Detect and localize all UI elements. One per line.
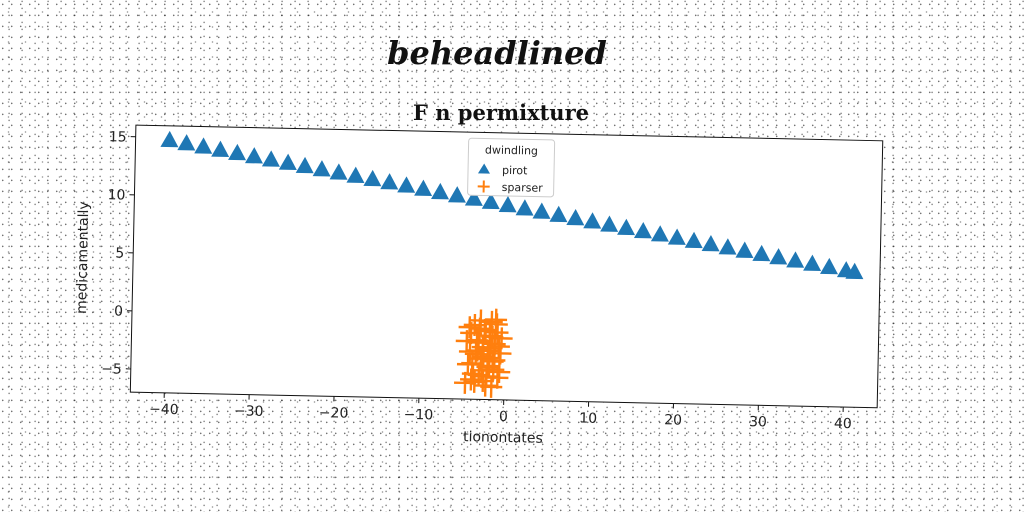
x-axis-label: tionontates <box>463 429 543 447</box>
legend-entry-pirot: pirot <box>477 163 528 178</box>
x-tick-label: −30 <box>234 403 264 420</box>
chart-suptitle: beheadlined <box>387 34 607 72</box>
x-tick-label: 30 <box>749 414 767 430</box>
data-point-pirot <box>312 160 331 177</box>
chart-title: F n permixture <box>413 100 589 125</box>
data-point-pirot <box>600 215 619 232</box>
y-axis-label: medicamentally <box>74 201 92 314</box>
data-point-pirot <box>397 176 416 193</box>
data-point-pirot <box>701 235 720 252</box>
data-point-pirot <box>160 130 179 148</box>
data-point-pirot <box>414 179 433 197</box>
legend-marker-pirot <box>477 163 490 174</box>
x-tick-label: 40 <box>834 416 852 432</box>
legend-title: dwindling <box>485 143 538 157</box>
y-tick-label: 10 <box>107 187 125 203</box>
x-tick-label: 10 <box>579 411 597 427</box>
plot-marks <box>160 130 864 398</box>
data-point-pirot <box>464 189 483 206</box>
legend-box <box>467 137 556 198</box>
legend: dwindling pirot sparser <box>467 137 556 198</box>
data-point-pirot <box>769 248 788 265</box>
legend-entries: pirot sparser <box>477 163 544 195</box>
data-point-pirot <box>820 257 839 275</box>
data-point-pirot <box>583 212 602 229</box>
legend-label-pirot: pirot <box>502 164 528 178</box>
data-point-pirot <box>684 231 703 249</box>
x-tick-label: −40 <box>149 402 179 419</box>
data-point-sparser <box>485 308 508 331</box>
data-point-pirot <box>633 222 652 239</box>
data-point-pirot <box>515 199 534 216</box>
series-sparser <box>454 308 513 398</box>
data-point-pirot <box>211 140 230 157</box>
y-tick-label: 0 <box>114 304 123 320</box>
x-tick-label: −20 <box>319 405 349 422</box>
y-tick-label: −5 <box>101 361 122 377</box>
data-point-pirot <box>346 166 365 184</box>
data-point-pirot <box>295 156 314 174</box>
data-point-pirot <box>194 137 213 154</box>
data-point-sparser <box>467 364 490 387</box>
data-point-sparser <box>481 325 504 349</box>
data-point-pirot <box>752 244 771 262</box>
y-tick-label: 15 <box>109 129 127 145</box>
series-pirot <box>160 130 864 280</box>
data-point-pirot <box>667 228 686 245</box>
data-point-pirot <box>329 163 348 180</box>
data-point-pirot <box>380 173 399 190</box>
data-point-pirot <box>481 192 500 210</box>
data-point-pirot <box>650 225 669 242</box>
data-point-pirot <box>803 254 822 271</box>
data-point-pirot <box>431 182 450 200</box>
plot-area: −40 −30 −20 −10 0 10 20 30 40 −5 0 5 10 15 tionontat… <box>74 124 884 447</box>
legend-label-sparser: sparser <box>502 181 544 195</box>
data-point-pirot <box>735 241 754 258</box>
data-point-pirot <box>845 262 864 280</box>
legend-entry-sparser: sparser <box>477 180 544 195</box>
y-tick-label: 5 <box>115 245 124 261</box>
data-point-pirot <box>617 218 636 236</box>
data-point-pirot <box>532 202 551 219</box>
data-point-pirot <box>718 238 737 255</box>
data-point-sparser <box>483 349 506 372</box>
data-point-pirot <box>228 143 247 161</box>
data-point-pirot <box>447 186 466 203</box>
data-point-pirot <box>177 134 196 151</box>
data-point-pirot <box>566 208 585 226</box>
x-axis: −40 −30 −20 −10 0 10 20 30 40 <box>149 392 852 432</box>
data-point-sparser <box>458 316 481 339</box>
y-axis: −5 0 5 10 15 <box>101 129 136 378</box>
data-point-pirot <box>786 251 805 268</box>
x-tick-label: −10 <box>404 407 434 424</box>
data-point-pirot <box>244 147 263 164</box>
data-point-pirot <box>278 153 297 171</box>
data-point-sparser <box>463 313 486 337</box>
x-tick-label: 20 <box>664 412 682 428</box>
data-point-pirot <box>363 169 382 187</box>
x-tick-label: 0 <box>499 409 508 425</box>
data-point-pirot <box>549 205 568 223</box>
data-point-pirot <box>498 195 517 213</box>
legend-marker-sparser <box>477 180 490 193</box>
data-point-pirot <box>261 150 280 167</box>
data-point-sparser <box>478 354 501 377</box>
data-point-sparser <box>471 369 494 392</box>
